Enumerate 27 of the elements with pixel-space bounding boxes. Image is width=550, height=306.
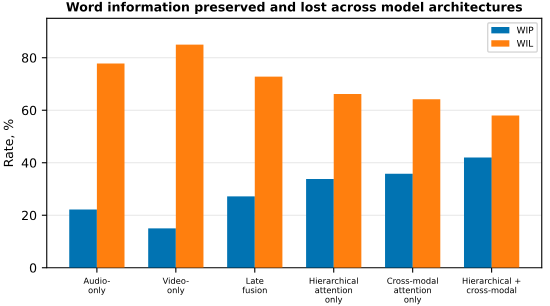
- x-tick-label: Hierarchical attention only: [310, 277, 358, 304]
- bar: [334, 94, 362, 268]
- bar: [148, 228, 176, 268]
- y-tick-label: 60: [22, 106, 36, 116]
- y-tick-label: 0: [30, 263, 36, 273]
- y-tick-label: 40: [22, 158, 36, 168]
- x-tick-label: Video- only: [162, 277, 189, 295]
- bar: [464, 157, 492, 268]
- bar: [176, 44, 204, 268]
- y-tick-label: 80: [22, 53, 36, 63]
- bar: [306, 179, 334, 268]
- bar: [492, 115, 520, 268]
- bar: [412, 99, 440, 268]
- bar: [96, 64, 125, 268]
- bar: [385, 174, 413, 268]
- legend-label: WIL: [516, 40, 534, 47]
- x-tick-label: Hierarchical + cross-modal: [462, 277, 520, 294]
- bar: [227, 196, 255, 268]
- legend-label: WIP: [516, 26, 534, 34]
- bar: [254, 76, 282, 268]
- x-tick-label: Cross-modal attention only: [387, 277, 438, 304]
- y-axis-title: Rate, %: [4, 120, 14, 166]
- bar: [69, 209, 97, 268]
- x-tick-label: Late fusion: [242, 278, 267, 294]
- chart-title: Word information preserved and lost across model architectures: [66, 2, 522, 14]
- y-tick-label: 20: [22, 210, 36, 220]
- x-tick-label: Audio- only: [84, 277, 110, 295]
